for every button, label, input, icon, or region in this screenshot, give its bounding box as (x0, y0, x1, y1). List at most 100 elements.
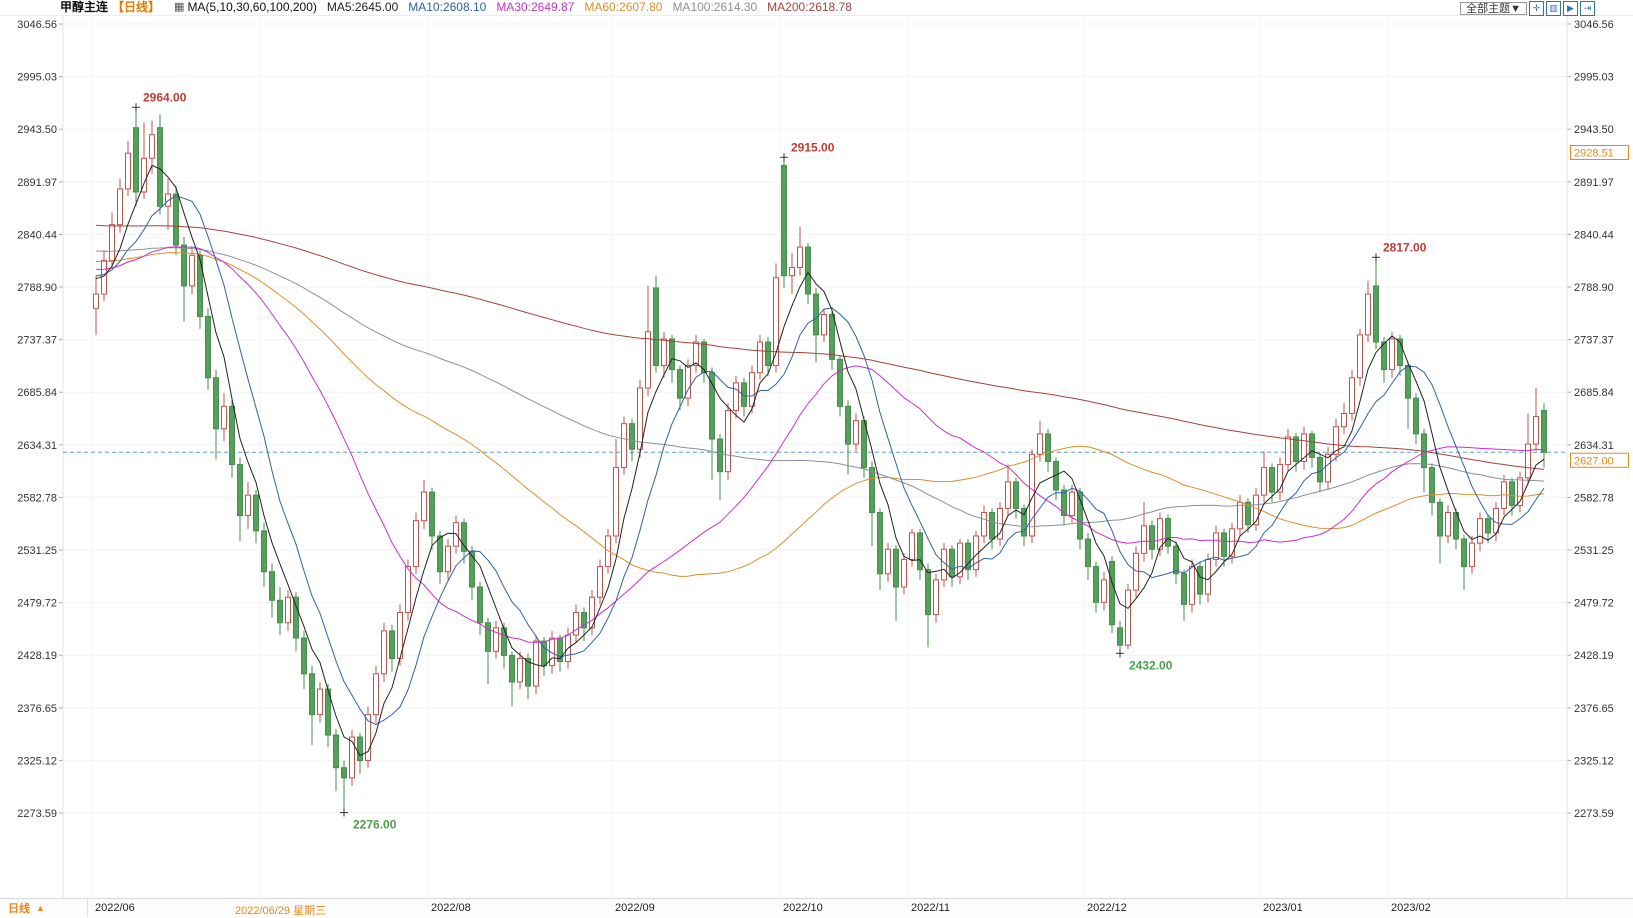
candle-up (1253, 494, 1259, 526)
candle-down (949, 548, 955, 578)
indicator-settings-icon[interactable]: ▦ (174, 1, 185, 13)
jump-latest-icon[interactable]: ⇥ (1580, 0, 1595, 16)
ma-values: MA5:2645.00 MA10:2608.10 MA30:2649.87 MA60:… (317, 0, 852, 15)
price-axis-label-right: 2428.19 (1574, 650, 1614, 662)
candle-up (109, 224, 115, 261)
ma-line-100 (95, 247, 1545, 528)
candle-down (1429, 467, 1435, 503)
candle-down (677, 369, 683, 399)
time-axis-label: 2022/08 (431, 902, 471, 914)
candle-up (245, 494, 251, 517)
candle-down (717, 438, 723, 473)
candle-down (301, 637, 307, 675)
extreme-label: 2915.00 (791, 140, 835, 154)
price-axis-label-right: 2531.25 (1574, 545, 1614, 557)
candle-up (933, 579, 939, 616)
candle-down (1117, 627, 1123, 646)
candle-up (445, 545, 451, 573)
candle-up (573, 612, 579, 636)
candle-up (685, 365, 691, 399)
candle-up (1477, 518, 1483, 544)
candle-down (477, 586, 483, 624)
candle-down (829, 313, 835, 360)
candle-down (1381, 341, 1387, 371)
candle-down (917, 532, 923, 571)
candle-up (101, 259, 107, 295)
instrument-name: 甲醇主连 (60, 0, 109, 14)
candle-down (965, 542, 971, 571)
candle-up (605, 535, 611, 568)
candle-down (541, 640, 547, 667)
candle-down (1293, 436, 1299, 462)
candle-down (1485, 518, 1491, 534)
candle-down (805, 246, 811, 295)
candle-down (525, 657, 531, 687)
candle-down (461, 522, 467, 552)
price-axis-label-right: 2273.59 (1574, 808, 1614, 820)
price-axis-label-left: 2737.37 (17, 335, 57, 347)
candle-down (653, 287, 659, 367)
candle-up (909, 532, 915, 560)
price-axis-label-right: 3046.56 (1574, 19, 1614, 31)
candle-up (221, 405, 227, 430)
candle-up (1525, 443, 1531, 479)
candle-up (373, 673, 379, 716)
candle-up (1029, 453, 1035, 537)
time-axis-label: 2023/01 (1263, 902, 1303, 914)
pan-icon[interactable]: ✛ (1529, 0, 1544, 16)
candle-up (1277, 464, 1283, 493)
candle-up (789, 267, 795, 277)
candle-up (661, 338, 667, 367)
candle-down (509, 654, 515, 683)
candle-down (1405, 365, 1411, 399)
candle-up (693, 341, 699, 367)
time-axis-label: 2023/02 (1391, 902, 1431, 914)
candle-up (1037, 433, 1043, 455)
candle-down (1013, 481, 1019, 509)
candle-up (621, 423, 627, 469)
time-axis-bar: 日线 ▲ 2022/06 2022/06/29 星期三 2022/08 2022/09… (0, 898, 1633, 917)
candle-down (1509, 481, 1515, 506)
candle-up (365, 714, 371, 762)
candle-up (613, 467, 619, 537)
candle-up (1517, 477, 1523, 506)
time-axis-label: 2022/11 (911, 902, 950, 914)
candle-up (725, 409, 731, 473)
candle-up (797, 246, 803, 269)
candle-down (1397, 338, 1403, 367)
candle-down (1269, 467, 1275, 493)
price-axis-label-right: 2582.78 (1574, 492, 1614, 504)
candle-up (597, 566, 603, 598)
candle-down (765, 341, 771, 367)
candle-up (1189, 566, 1195, 605)
candle-down (1437, 501, 1443, 537)
candle-down (269, 571, 275, 601)
price-axis-label-left: 2479.72 (17, 598, 57, 610)
scale-axis-icon[interactable]: ▥ (1546, 0, 1561, 16)
price-axis-label-left: 2685.84 (17, 387, 57, 399)
candle-up (1229, 528, 1235, 557)
ma-caption: MA(5,10,30,60,100,200) (187, 0, 317, 14)
price-axis-label-left: 2376.65 (17, 703, 57, 715)
candle-down (1173, 545, 1179, 575)
price-axis-label-right: 2376.65 (1574, 703, 1614, 715)
price-axis-label-right: 2685.84 (1574, 387, 1614, 399)
candle-down (1181, 573, 1187, 605)
candle-down (1461, 538, 1467, 568)
candle-down (781, 164, 787, 277)
price-axis-label-left: 2891.97 (17, 177, 57, 189)
candle-down (341, 767, 347, 779)
period-selector[interactable]: 日线 ▲ (0, 899, 88, 917)
price-axis-label-right: 2943.50 (1574, 124, 1614, 136)
candle-up (1301, 433, 1307, 462)
candle-up (1261, 467, 1267, 496)
play-forward-icon[interactable]: ▶ (1563, 0, 1578, 16)
candle-up (1389, 338, 1395, 371)
candle-down (1045, 433, 1051, 462)
price-axis-label-right: 2325.12 (1574, 755, 1614, 767)
candle-up (405, 566, 411, 614)
theme-select-button[interactable]: 全部主题▼ (1460, 1, 1527, 15)
candle-up (1341, 412, 1347, 428)
candle-up (1237, 501, 1243, 530)
